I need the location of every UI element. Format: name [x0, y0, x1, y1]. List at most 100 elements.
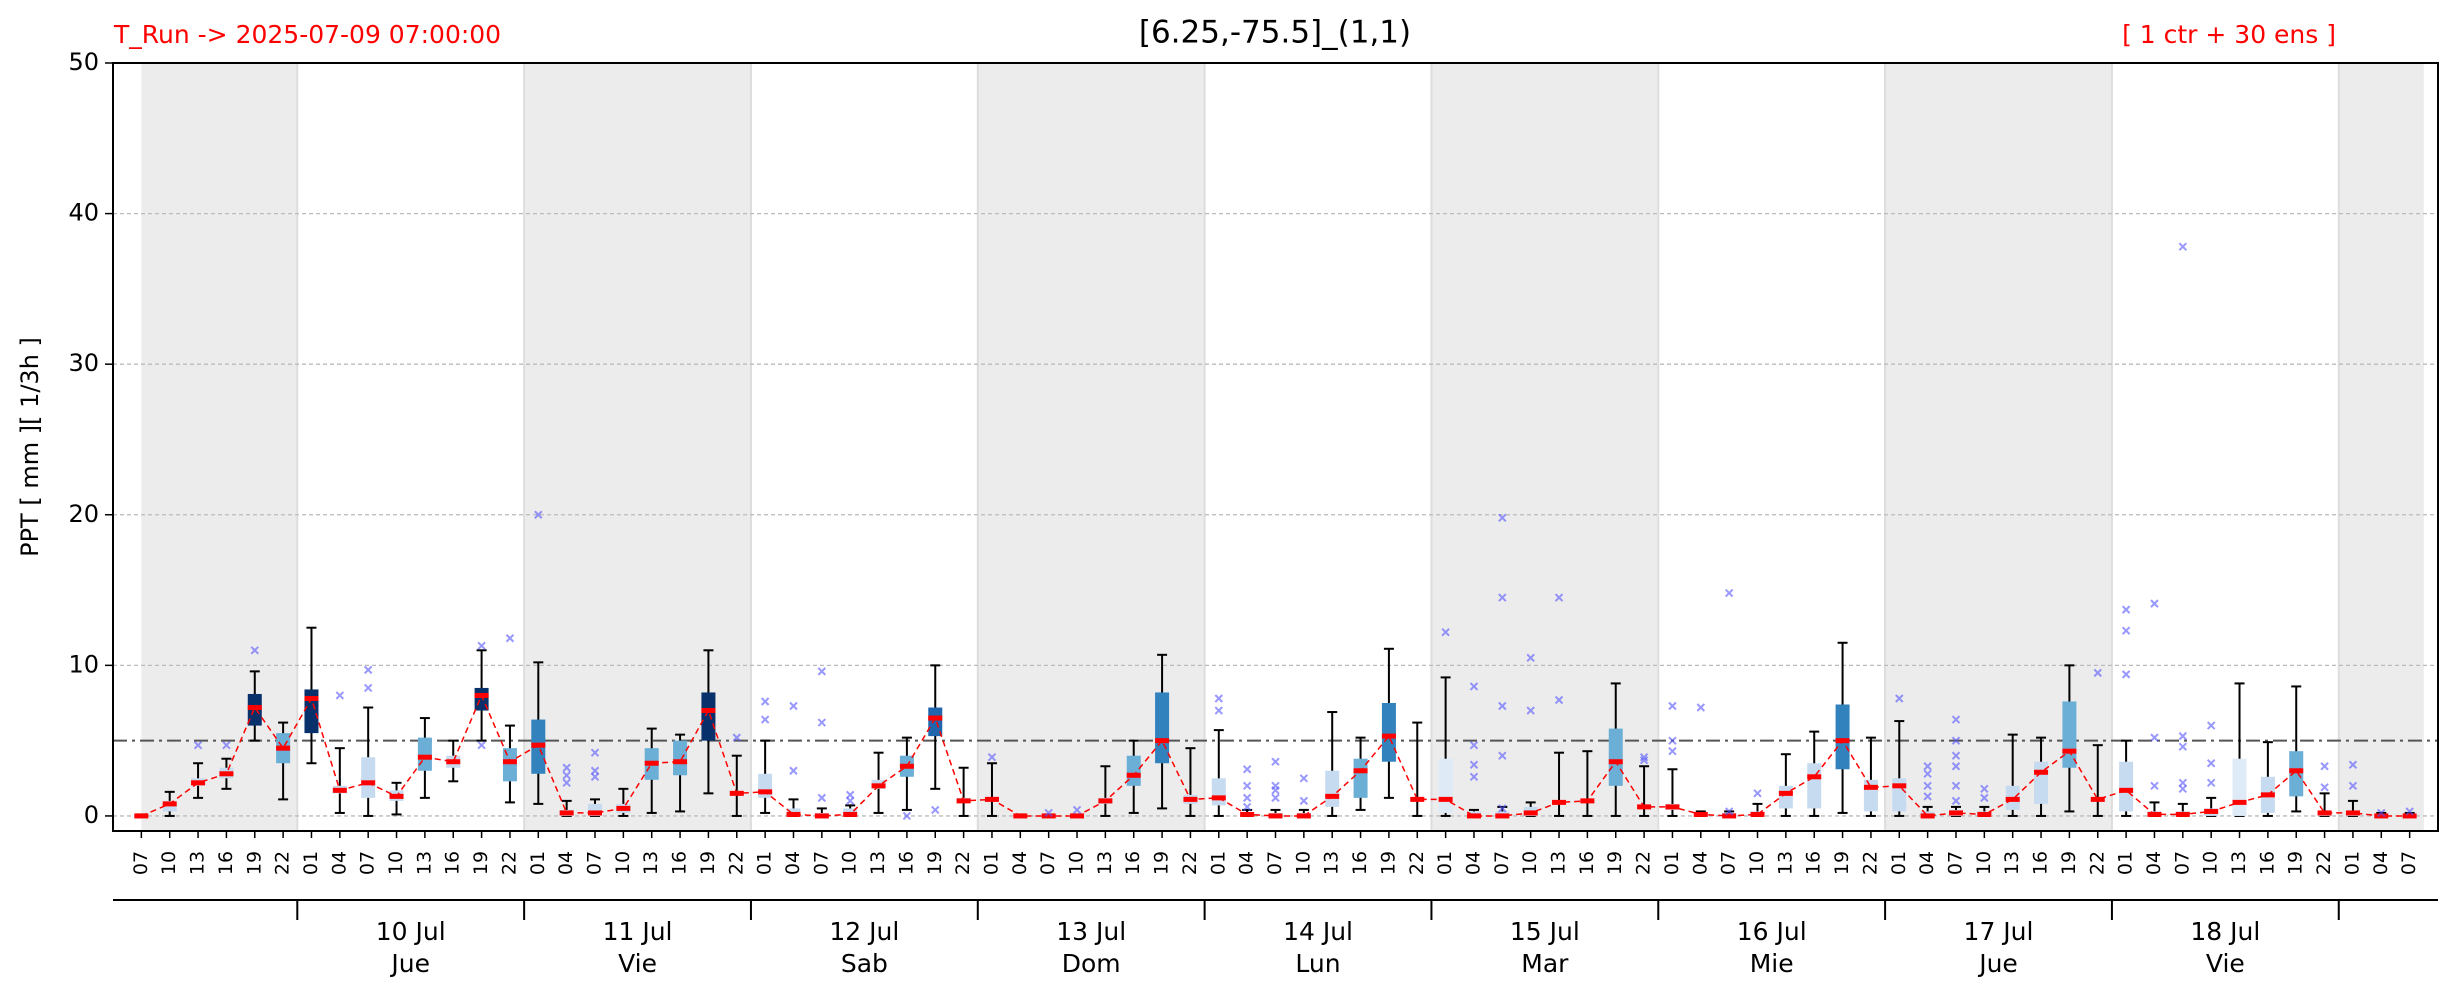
outlier	[845, 790, 855, 800]
x-tick-label: 13	[187, 851, 209, 875]
weekday-label: Mie	[1750, 949, 1794, 978]
box	[1892, 778, 1907, 812]
y-tick-label: 20	[68, 500, 99, 528]
x-tick-label: 04	[1009, 851, 1031, 875]
box	[2289, 751, 2304, 797]
outlier	[2178, 731, 2188, 741]
outlier	[1441, 628, 1450, 637]
outlier	[2150, 599, 2159, 608]
weekday-label: Dom	[1062, 949, 1121, 978]
outlier	[760, 697, 770, 706]
outlier	[590, 748, 600, 757]
x-tick-label: 16	[669, 851, 691, 875]
day-shading	[524, 63, 751, 831]
outlier	[1498, 513, 1507, 522]
weekday-label: Mar	[1521, 949, 1569, 978]
x-tick-label: 13	[2001, 851, 2023, 875]
outlier	[1668, 701, 1677, 711]
outlier	[987, 753, 997, 762]
x-tick-label: 10	[1746, 851, 1768, 875]
x-tick-label: 19	[1831, 851, 1853, 875]
x-tick-label: 07	[1037, 851, 1059, 875]
day-label: 15 Jul	[1510, 917, 1580, 946]
day-shading	[2338, 63, 2424, 831]
outlier	[1554, 695, 1564, 705]
outlier	[590, 766, 600, 775]
x-tick-label: 19	[2058, 851, 2080, 875]
day-shading	[977, 63, 1205, 831]
x-tick-label: 10	[2200, 851, 2222, 875]
x-tick-label: 16	[2256, 851, 2278, 875]
outlier	[250, 646, 259, 655]
run-label: T_Run -> 2025-07-09 07:00:00	[113, 20, 501, 49]
outlier	[817, 718, 827, 727]
outlier	[505, 634, 515, 643]
day-label: 12 Jul	[829, 917, 899, 946]
outlier	[2377, 808, 2386, 818]
x-tick-label: 16	[1576, 851, 1598, 875]
x-tick-label: 16	[1122, 851, 1144, 875]
weekday-label: Vie	[618, 949, 657, 978]
outlier	[1072, 805, 1082, 815]
x-tick-label: 10	[158, 851, 180, 875]
outlier	[1469, 772, 1479, 781]
x-tick-label: 19	[243, 851, 265, 875]
outlier	[931, 805, 940, 815]
weekday-label: Sab	[841, 949, 888, 978]
box	[2062, 701, 2077, 768]
outlier	[2121, 605, 2131, 614]
outlier	[2348, 781, 2358, 791]
box	[1438, 758, 1453, 813]
box	[1155, 692, 1170, 764]
outlier	[1668, 736, 1677, 745]
x-tick-label: 04	[328, 851, 350, 875]
day-label: 16 Jul	[1737, 917, 1807, 946]
outlier	[363, 665, 373, 675]
x-tick-label: 07	[1264, 851, 1286, 875]
x-tick-label: 13	[1774, 851, 1796, 875]
outlier	[1951, 762, 1961, 771]
box	[701, 692, 716, 741]
outlier	[1923, 762, 1932, 771]
outlier	[193, 740, 203, 750]
x-tick-label: 13	[640, 851, 662, 875]
x-tick-label: 10	[839, 851, 861, 875]
box	[361, 757, 376, 798]
outlier	[222, 740, 231, 750]
y-tick-label: 40	[68, 199, 99, 227]
day-label: 17 Jul	[1964, 917, 2034, 946]
day-shading	[141, 63, 298, 831]
x-tick-label: 13	[2228, 851, 2250, 875]
outlier	[817, 667, 827, 676]
x-tick-label: 22	[1406, 851, 1428, 875]
x-tick-label: 22	[1859, 851, 1881, 875]
y-tick-label: 0	[84, 801, 99, 829]
x-tick-label: 07	[2171, 851, 2193, 875]
x-tick-label: 22	[2086, 851, 2108, 875]
outlier	[2178, 742, 2188, 751]
x-tick-label: 16	[215, 851, 237, 875]
x-tick-label: 19	[1151, 851, 1173, 875]
x-tick-label: 07	[810, 851, 832, 875]
x-tick-label: 01	[2341, 851, 2363, 875]
outlier	[1242, 793, 1252, 803]
box	[502, 748, 517, 782]
outlier	[2178, 778, 2188, 788]
x-tick-label: 19	[470, 851, 492, 875]
outlier	[1951, 796, 1961, 806]
box	[1608, 728, 1623, 786]
x-tick-label: 01	[1661, 851, 1683, 875]
x-tick-label: 07	[584, 851, 606, 875]
outlier	[1724, 807, 1734, 816]
outlier	[1526, 706, 1535, 715]
x-tick-label: 07	[2398, 851, 2420, 875]
outlier	[2405, 807, 2414, 816]
outlier	[1951, 781, 1961, 791]
box	[417, 737, 432, 771]
outlier	[1526, 653, 1535, 663]
x-tick-label: 13	[1321, 851, 1343, 875]
x-tick-label: 01	[980, 851, 1002, 875]
x-tick-label: 22	[1633, 851, 1655, 875]
box	[673, 740, 688, 776]
